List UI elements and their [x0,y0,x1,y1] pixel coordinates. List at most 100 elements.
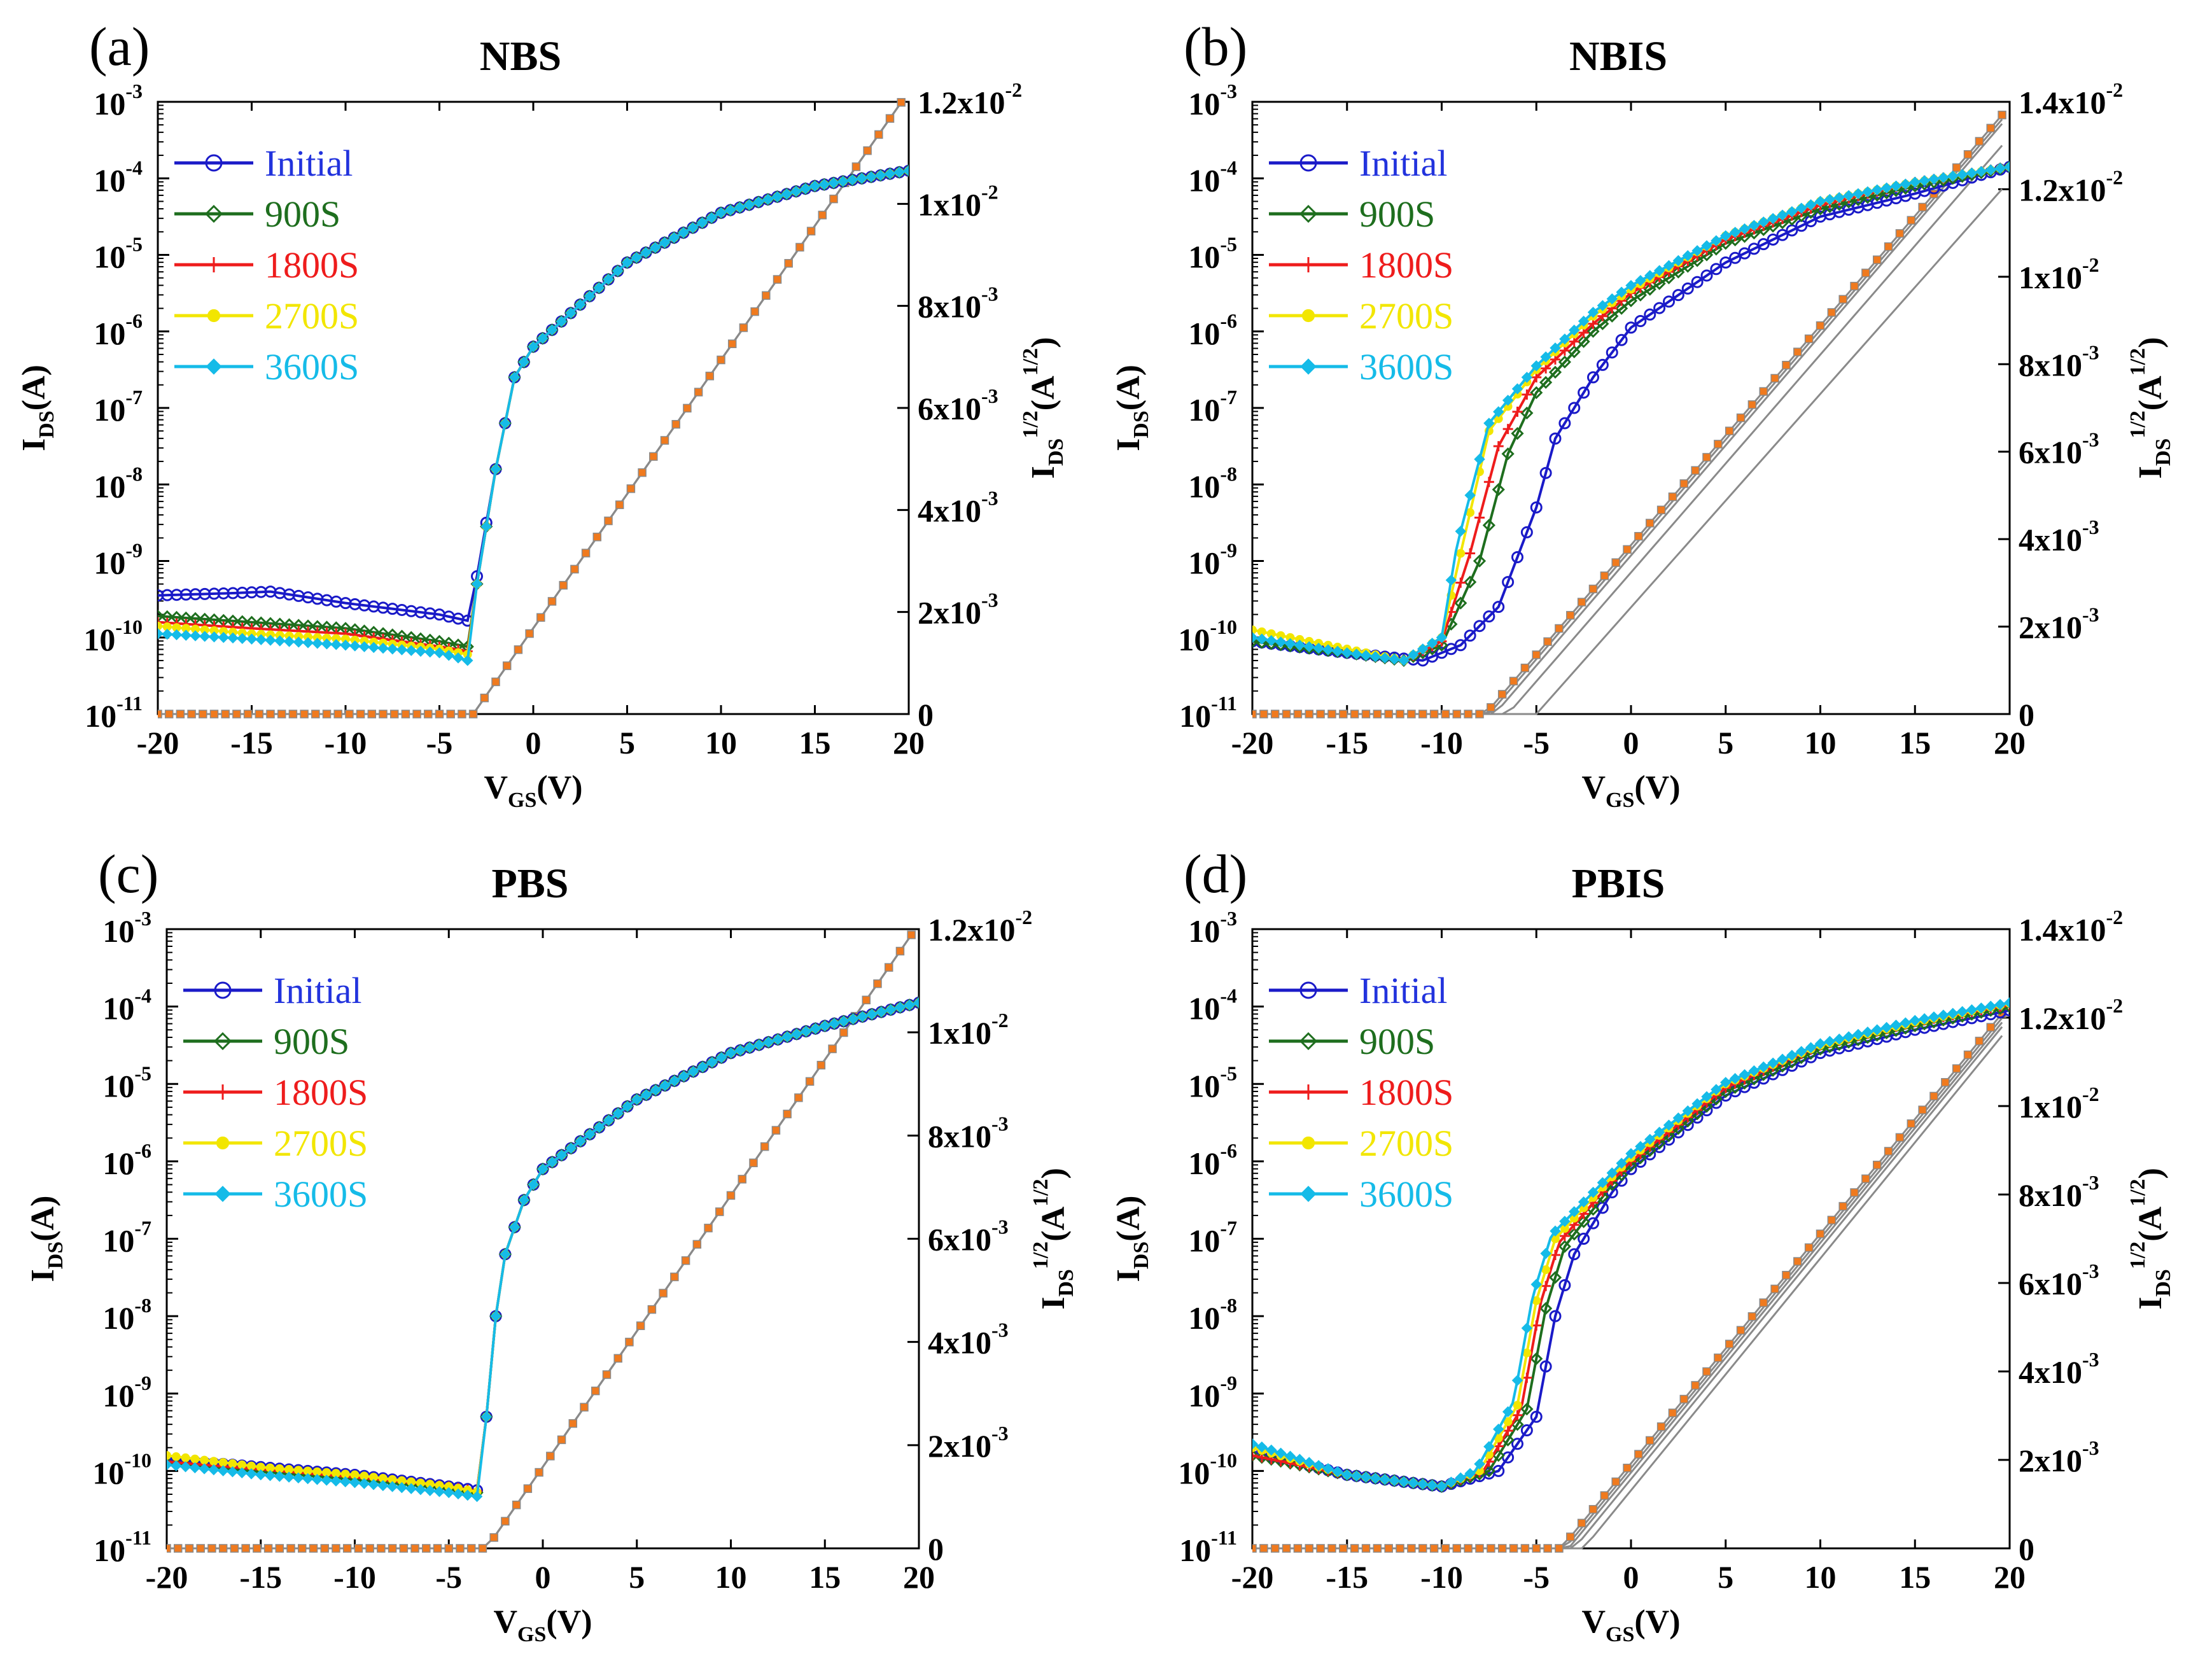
series-line-s1800 [158,169,909,653]
series-marker-initial [1776,228,1789,241]
sqrt-marker [683,403,692,413]
series-marker-s900 [1454,596,1467,610]
sqrt-marker [1588,584,1598,594]
sqrt-marker [1327,710,1336,718]
series-marker-s1800 [1512,1410,1523,1420]
y-left-tick-label: 10-11 [1179,692,1237,734]
sqrt-marker [1986,123,1995,133]
sqrt-marker [580,1403,589,1412]
series-marker-initial [1549,1310,1562,1322]
series-marker-s3600 [283,1471,295,1483]
sqrt-marker [446,710,455,718]
sqrt-marker [377,1544,386,1553]
series-marker-s3600 [1890,1020,1902,1031]
series-marker-initial [1747,242,1760,255]
series-marker-initial [1530,1410,1543,1423]
sqrt-marker [207,1544,216,1553]
series-marker-s3600 [433,1486,445,1497]
series-marker-s3600 [1398,1476,1410,1488]
series-marker-s3600 [1966,1004,1978,1016]
series-marker-s3600 [1322,644,1334,655]
series-marker-s3600 [1880,182,1893,193]
series-marker-s3600 [1653,265,1665,276]
series-marker-s3600 [1635,1140,1646,1153]
series-marker-s1800 [1550,1250,1560,1261]
series-marker-s3600 [1341,1469,1353,1481]
series-marker-s3600 [500,417,511,429]
series-marker-s3600 [1824,1035,1836,1048]
series-marker-initial [1492,601,1505,613]
series-marker-s3600 [1511,1375,1523,1386]
sqrt-marker [1747,400,1757,409]
sqrt-marker [1725,1340,1734,1349]
legend-label-s3600: 3600S [1359,1174,1453,1215]
sqrt-marker [354,1544,363,1553]
series-marker-s3600 [1389,654,1400,665]
series-marker-s3600 [508,372,521,383]
x-tick-label: -15 [1326,725,1368,760]
y-left-tick-label: 10-6 [1188,1139,1237,1181]
series-marker-s3600 [1919,175,1930,186]
series-marker-s3600 [1408,649,1419,661]
series-marker-s3600 [1805,1042,1817,1053]
series-marker-s3600 [1862,1027,1873,1038]
x-tick-label: 5 [629,1559,645,1595]
series-marker-s900 [158,609,165,623]
sqrt-marker [1816,1230,1825,1238]
series-marker-s3600 [1909,176,1921,188]
series-marker-s3600 [1256,1441,1268,1453]
series-marker-s900 [1473,554,1487,568]
sqrt-marker [1884,242,1893,251]
legend-marker-s1800 [1301,257,1316,272]
series-marker-initial [1606,346,1618,359]
series-marker-s3600 [217,1465,229,1476]
series-marker-initial [1558,417,1571,430]
series-marker-s3600 [167,1459,172,1471]
series-marker-s3600 [452,1488,464,1500]
y-right-tick-label: 4x10-3 [2019,1348,2099,1390]
sqrt-marker [266,710,275,718]
sqrt-marker [241,1544,250,1553]
y-left-tick-label: 10-6 [102,1139,151,1181]
series-marker-s3600 [1606,293,1618,305]
sqrt-marker [862,995,871,1005]
series-marker-s3600 [480,521,492,533]
series-marker-initial [1700,269,1713,282]
series-marker-s3600 [1266,1444,1277,1456]
sqrt-marker [1509,1544,1518,1553]
y-left-tick-label: 10-8 [1188,1294,1237,1336]
sqrt-marker [1497,1544,1507,1553]
series-marker-s3600 [1843,1031,1854,1042]
legend-marker-s3600 [1300,358,1317,375]
sqrt-marker [715,1207,724,1216]
y-right-tick-label: 2x10-3 [2019,1436,2099,1478]
sqrt-marker [1555,624,1564,633]
series-marker-s3600 [1530,360,1542,372]
series-marker-s3600 [1653,1126,1665,1138]
x-tick-label: -10 [1420,725,1463,760]
legend-marker-s1800 [1301,1084,1316,1100]
series-marker-s3600 [1767,213,1779,225]
panel-label: (a) [89,16,150,77]
sqrt-marker [1497,690,1507,699]
series-marker-s3600 [265,634,276,646]
sqrt-marker [1975,1037,1984,1046]
series-marker-s900 [1577,335,1590,348]
legend-marker-s2700 [207,309,221,323]
sqrt-marker [1907,216,1916,225]
log-curves [167,996,919,1503]
sqrt-marker [1600,1491,1609,1500]
sqrt-marker [1861,269,1870,277]
sqrt-marker [320,1544,329,1553]
series-marker-s3600 [706,212,717,223]
y-left-tick-label: 10-4 [1188,156,1237,198]
series-marker-s3600 [1994,162,2006,174]
series-marker-s3600 [856,172,867,184]
series-marker-initial [1539,466,1552,479]
legend-label-s900: 900S [265,193,340,235]
sqrt-marker [158,710,162,718]
y-left-tick-label: 10-11 [94,1526,151,1568]
series-marker-s3600 [1341,647,1353,659]
sqrt-marker [435,710,444,718]
legend-marker-s1800 [215,1084,230,1100]
